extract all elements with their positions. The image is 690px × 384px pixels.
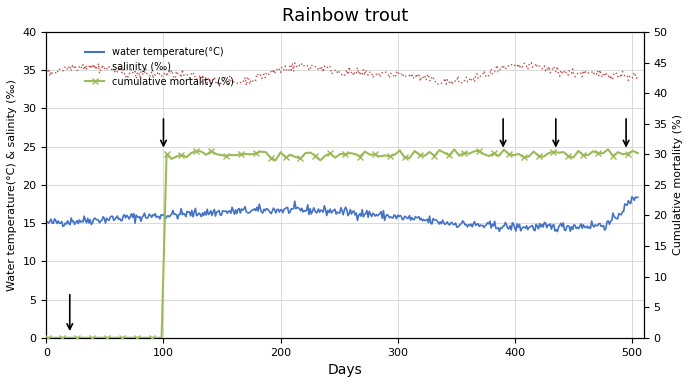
X-axis label: Days: Days	[328, 363, 362, 377]
Legend: water temperature(°C), salinity (‰), cumulative mortality (%): water temperature(°C), salinity (‰), cum…	[81, 43, 238, 91]
Y-axis label: Cumulative mortality (%): Cumulative mortality (%)	[673, 114, 683, 255]
Y-axis label: Water temperature(°C) & salinity (‰): Water temperature(°C) & salinity (‰)	[7, 79, 17, 291]
Title: Rainbow trout: Rainbow trout	[282, 7, 408, 25]
